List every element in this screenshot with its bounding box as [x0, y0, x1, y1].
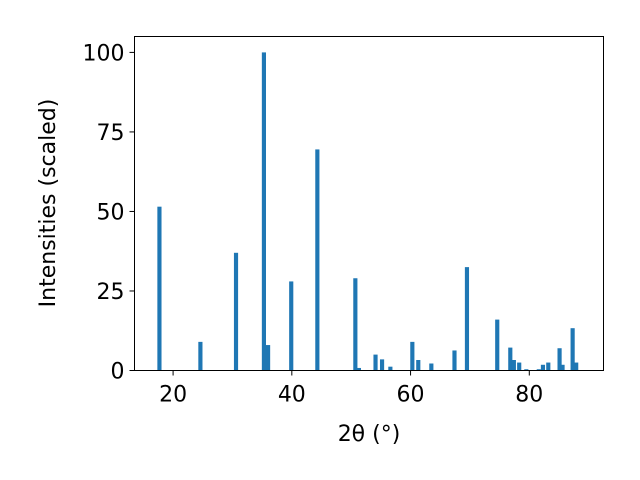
bar — [266, 345, 271, 371]
bar — [410, 341, 415, 371]
bar — [416, 360, 421, 371]
bar — [464, 267, 470, 371]
bar — [524, 369, 529, 371]
y-axis-label: Intensities (scaled) — [36, 99, 61, 308]
y-tick-label: 50 — [97, 200, 125, 225]
bar — [557, 348, 562, 371]
y-axis-ticks: 0 25 50 75 100 — [83, 41, 135, 385]
bar — [353, 278, 358, 371]
x-tick-label: 20 — [159, 383, 187, 408]
bar — [560, 364, 565, 371]
bar — [452, 350, 457, 371]
bar — [508, 347, 513, 371]
bars-group — [157, 52, 579, 371]
x-tick-label: 80 — [515, 383, 543, 408]
bar — [511, 360, 516, 371]
bar — [315, 149, 320, 371]
bar — [546, 362, 551, 371]
bar — [570, 328, 575, 371]
plot-frame — [134, 36, 604, 371]
bar — [198, 341, 203, 371]
x-tick-label: 40 — [278, 383, 306, 408]
bar — [261, 52, 266, 371]
bar — [289, 281, 294, 371]
x-tick-label: 60 — [397, 383, 425, 408]
y-tick-label: 75 — [97, 121, 125, 146]
x-axis-ticks: 20 40 60 80 — [159, 370, 543, 408]
bar — [388, 366, 393, 371]
bar — [157, 206, 162, 371]
bar — [517, 362, 522, 371]
bar — [495, 319, 500, 371]
y-tick-label: 0 — [111, 360, 125, 385]
bar — [574, 362, 579, 371]
bar — [373, 354, 378, 371]
y-tick-label: 25 — [97, 280, 125, 305]
bar — [536, 369, 541, 371]
bar — [540, 364, 546, 371]
bar — [429, 363, 434, 371]
x-axis-label: 2θ (°) — [338, 422, 401, 447]
bar — [233, 252, 239, 371]
bar — [356, 367, 361, 371]
bar — [379, 359, 385, 371]
y-tick-label: 100 — [83, 41, 125, 66]
